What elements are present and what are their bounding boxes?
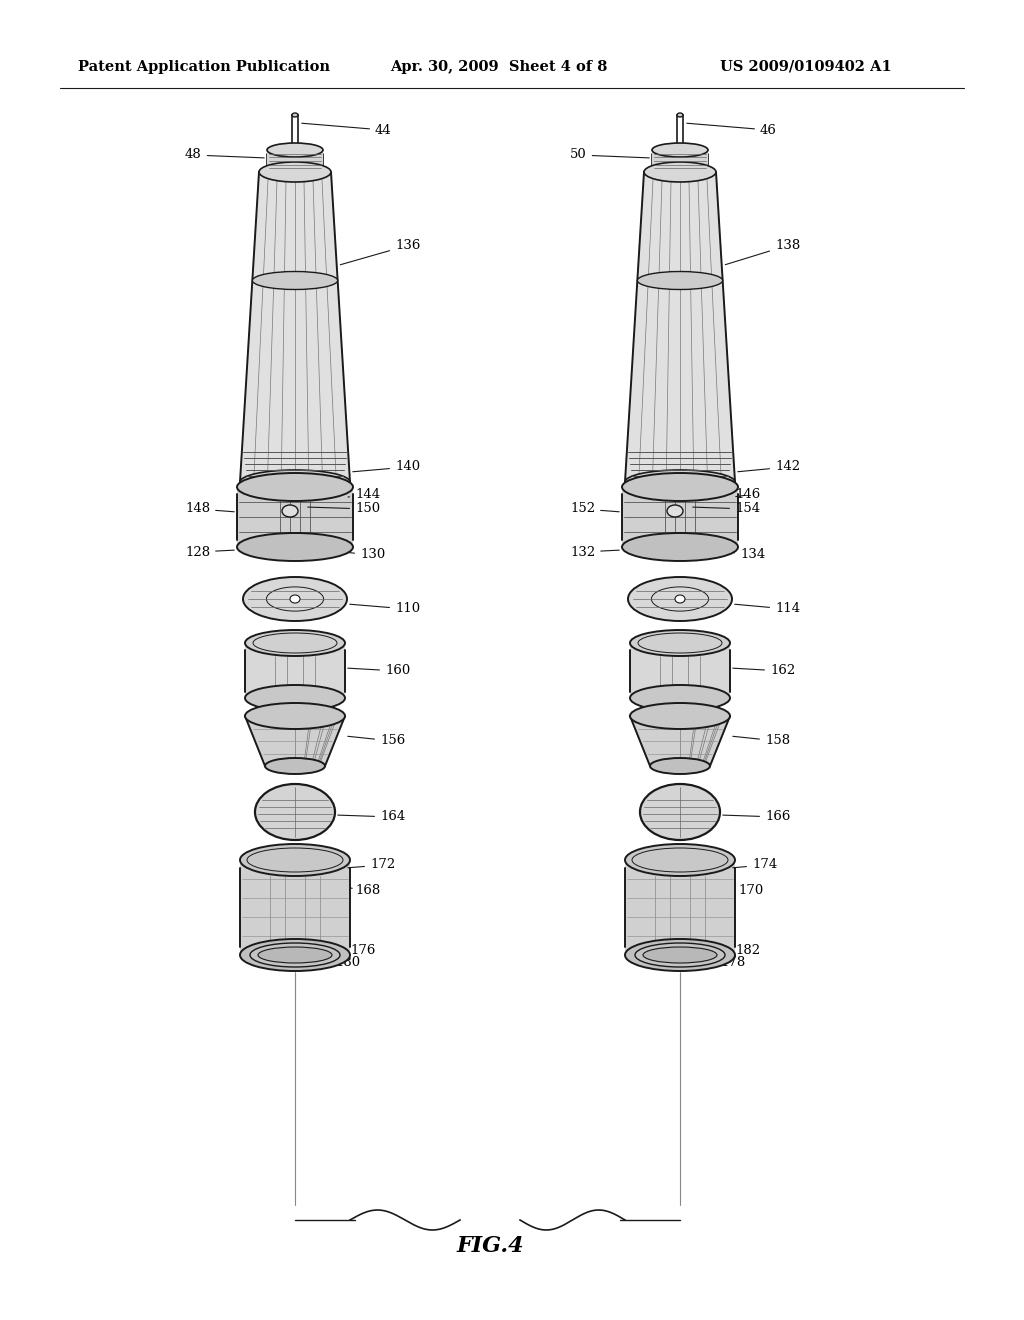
Ellipse shape <box>237 473 353 502</box>
Ellipse shape <box>282 506 298 517</box>
Polygon shape <box>630 715 730 766</box>
Text: 138: 138 <box>725 239 800 265</box>
Text: 50: 50 <box>570 149 649 161</box>
Text: 46: 46 <box>687 123 777 136</box>
Text: US 2009/0109402 A1: US 2009/0109402 A1 <box>720 59 892 74</box>
Ellipse shape <box>628 577 732 620</box>
Ellipse shape <box>625 939 735 972</box>
Ellipse shape <box>625 843 735 876</box>
Text: 168: 168 <box>350 883 380 896</box>
Text: 111: 111 <box>275 491 300 507</box>
Text: 132: 132 <box>570 545 620 558</box>
Ellipse shape <box>267 143 323 157</box>
Ellipse shape <box>237 533 353 561</box>
Text: Apr. 30, 2009  Sheet 4 of 8: Apr. 30, 2009 Sheet 4 of 8 <box>390 59 607 74</box>
Ellipse shape <box>290 595 300 603</box>
Ellipse shape <box>637 272 723 289</box>
Ellipse shape <box>643 946 717 964</box>
Ellipse shape <box>258 946 332 964</box>
Ellipse shape <box>630 704 730 729</box>
Text: 160: 160 <box>348 664 411 677</box>
Text: 142: 142 <box>737 461 800 474</box>
Ellipse shape <box>240 939 350 972</box>
Ellipse shape <box>630 685 730 711</box>
Ellipse shape <box>255 784 335 840</box>
Text: 152: 152 <box>570 503 620 516</box>
Ellipse shape <box>245 685 345 711</box>
Ellipse shape <box>240 470 350 494</box>
Ellipse shape <box>267 165 323 180</box>
Ellipse shape <box>252 272 338 289</box>
Ellipse shape <box>250 942 340 968</box>
Ellipse shape <box>245 704 345 729</box>
Ellipse shape <box>650 758 710 774</box>
Ellipse shape <box>644 162 716 182</box>
Polygon shape <box>240 172 350 482</box>
Text: 172: 172 <box>348 858 395 871</box>
Text: 130: 130 <box>346 549 385 561</box>
Text: 162: 162 <box>733 664 796 677</box>
Ellipse shape <box>240 843 350 876</box>
Ellipse shape <box>667 506 683 517</box>
Bar <box>240 861 350 954</box>
Text: 170: 170 <box>735 883 763 896</box>
Text: 134: 134 <box>731 549 765 561</box>
Ellipse shape <box>259 162 331 182</box>
Text: 174: 174 <box>733 858 777 871</box>
Text: 156: 156 <box>348 734 406 747</box>
Ellipse shape <box>622 473 738 502</box>
Text: 114: 114 <box>735 602 800 615</box>
Text: 128: 128 <box>185 545 234 558</box>
Text: 182: 182 <box>730 944 760 957</box>
Text: 178: 178 <box>720 957 745 969</box>
Text: 154: 154 <box>693 503 760 516</box>
Bar <box>237 487 353 546</box>
Ellipse shape <box>630 630 730 656</box>
Text: 44: 44 <box>302 123 392 136</box>
Ellipse shape <box>635 942 725 968</box>
Ellipse shape <box>245 630 345 656</box>
Text: 146: 146 <box>735 488 760 502</box>
Ellipse shape <box>625 470 735 494</box>
Polygon shape <box>245 715 345 766</box>
Ellipse shape <box>652 143 708 157</box>
Text: 148: 148 <box>185 503 234 516</box>
Text: 158: 158 <box>733 734 791 747</box>
Ellipse shape <box>265 758 325 774</box>
Text: 176: 176 <box>345 944 376 957</box>
Ellipse shape <box>677 114 683 117</box>
Ellipse shape <box>652 165 708 180</box>
Ellipse shape <box>243 577 347 620</box>
Text: 150: 150 <box>308 503 380 516</box>
Text: 180: 180 <box>335 957 360 969</box>
Text: 140: 140 <box>353 461 420 474</box>
Text: 166: 166 <box>723 810 791 824</box>
Ellipse shape <box>675 595 685 603</box>
Text: 144: 144 <box>348 488 380 502</box>
Bar <box>245 643 345 698</box>
Text: 110: 110 <box>350 602 420 615</box>
Ellipse shape <box>640 784 720 840</box>
Ellipse shape <box>292 114 298 117</box>
Text: 136: 136 <box>340 239 421 265</box>
Text: FIG.4: FIG.4 <box>456 1236 524 1257</box>
Bar <box>630 643 730 698</box>
Text: 48: 48 <box>185 149 264 161</box>
Bar <box>267 150 323 172</box>
Text: 164: 164 <box>338 810 406 824</box>
Text: Patent Application Publication: Patent Application Publication <box>78 59 330 74</box>
Bar <box>622 487 738 546</box>
Polygon shape <box>625 172 735 482</box>
Ellipse shape <box>622 533 738 561</box>
Bar <box>625 861 735 954</box>
Bar <box>652 150 708 172</box>
